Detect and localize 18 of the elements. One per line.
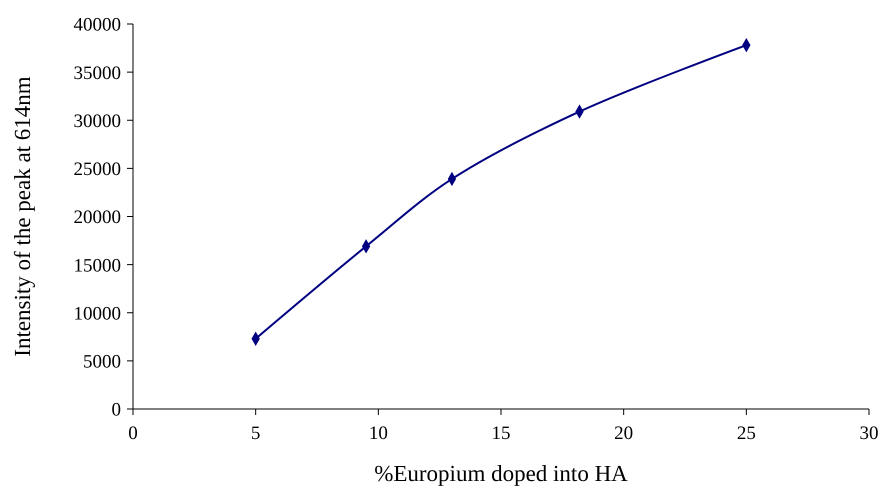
y-tick-label: 35000: [74, 62, 121, 84]
y-tick-label: 5000: [83, 352, 121, 373]
x-tick-label: 15: [492, 423, 510, 444]
x-tick-label: 20: [614, 423, 634, 444]
x-tick-label: 30: [860, 423, 878, 444]
y-tick-label: 20000: [74, 207, 121, 228]
y-tick-label: 0: [112, 400, 121, 421]
x-tick-label: 5: [250, 423, 260, 444]
x-tick-label: 10: [368, 423, 388, 444]
y-tick-label: 10000: [74, 303, 121, 324]
x-axis-title: %Europium doped into HA: [374, 461, 628, 486]
y-axis-title: Intensity of the peak at 614nm: [10, 76, 35, 357]
y-tick-label: 30000: [74, 110, 121, 132]
x-tick-label: 0: [128, 423, 138, 444]
y-tick-label: 40000: [74, 14, 121, 36]
y-tick-label: 15000: [74, 255, 121, 276]
x-tick-label: 25: [736, 423, 756, 444]
y-tick-label: 25000: [74, 159, 121, 180]
